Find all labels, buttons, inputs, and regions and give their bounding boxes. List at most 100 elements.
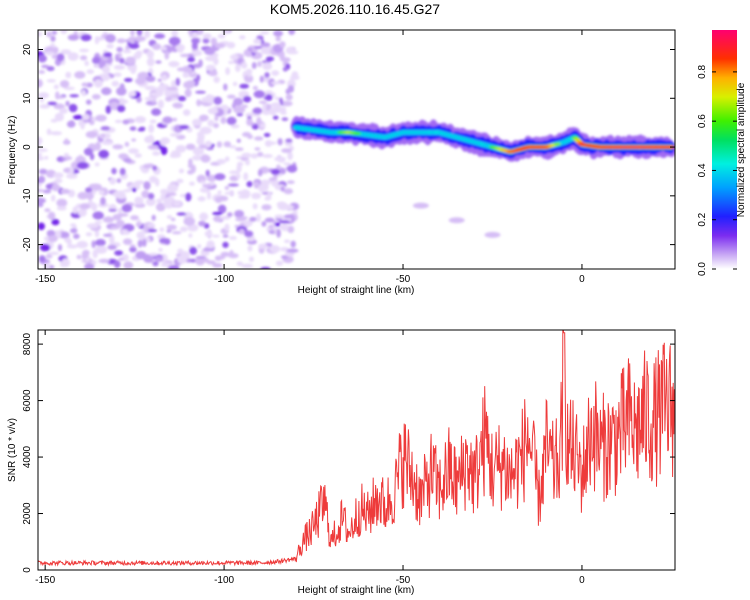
noise-blob [144,30,151,39]
x-tick-label: -50 [396,575,411,586]
noise-blob [43,51,55,55]
noise-blob [172,102,182,108]
noise-blob [147,192,155,200]
noise-blob [259,75,264,83]
snr-panel: -150 -100 -50 0 0 2000 4000 6000 8000 Height of… [7,329,676,596]
noise-blob [191,37,200,44]
noise-blob [46,79,56,83]
noise-blob [54,178,63,184]
noise-blob [283,214,295,219]
noise-blob [264,72,270,78]
noise-blob [118,97,125,102]
noise-blob [122,119,130,125]
noise-blob [82,119,92,123]
noise-blob [224,223,230,232]
noise-blob [202,33,212,39]
noise-blob [144,97,155,101]
noise-blob [134,116,146,124]
noise-blob [241,263,254,269]
noise-blob [50,131,63,136]
noise-blob [206,94,213,99]
noise-blob [86,69,95,75]
noise-blob [213,76,220,83]
noise-blob [81,82,89,87]
noise-blob [38,255,46,263]
noise-blob [260,123,266,129]
noise-blob [74,71,86,79]
noise-blob [282,66,288,72]
noise-blob [205,64,216,72]
noise-blob [236,138,241,143]
noise-blob [56,205,67,211]
noise-blob [161,74,167,81]
noise-blob [275,36,282,42]
noise-blob [159,227,165,232]
noise-blob [128,43,140,49]
noise-blob [285,88,291,95]
noise-blob [51,30,58,35]
noise-blob [128,148,139,154]
noise-blob [281,106,287,114]
noise-blob [239,35,246,40]
noise-blob [38,175,46,184]
noise-blob [152,151,161,156]
noise-blob [135,222,143,227]
noise-blob [274,96,280,100]
noise-blob [160,188,169,195]
noise-blob [282,204,294,210]
noise-blob [134,180,145,185]
bottom-plot-frame [37,329,676,571]
noise-blob [118,257,125,261]
noise-blob [44,156,49,160]
noise-blob [38,156,45,161]
noise-blob [76,254,82,260]
noise-blob [172,201,182,207]
x-tick-label: -50 [396,274,411,285]
noise-blob [94,220,103,224]
noise-blob [214,115,219,122]
noise-blob [252,85,258,91]
noise-blob [38,70,46,74]
noise-blob [223,83,228,91]
noise-blob [116,46,123,53]
noise-blob [166,192,177,196]
y-tick-label: 4000 [22,445,33,468]
noise-blob [217,204,227,214]
noise-blob [264,217,275,223]
noise-blob [70,223,77,228]
noise-blob [220,251,230,257]
noise-blob [56,198,68,208]
noise-blob [38,168,48,175]
noise-blob [199,180,206,184]
noise-blob [271,92,276,98]
noise-blob [228,145,237,149]
noise-blob [246,181,253,188]
noise-blob [207,107,219,115]
noise-blob [146,50,154,59]
noise-blob [123,158,132,163]
noise-blob [121,204,133,213]
noise-blob [204,48,216,55]
noise-blob [232,81,238,87]
x-tick-label: 0 [579,274,585,285]
noise-blob [38,188,45,193]
noise-blob [176,67,188,72]
colorbar-tick-label: 0.4 [697,163,708,177]
noise-blob [171,231,182,235]
noise-blob [38,202,44,208]
ridge-peak [354,131,361,136]
top-x-ticks: -150 -100 -50 0 [35,30,585,285]
colorbar-label: Normalized spectral amplitude [736,82,747,217]
noise-blob [160,193,166,201]
noise-blob [100,134,106,138]
noise-blob [272,174,278,181]
noise-blob [145,197,156,207]
noise-blob [207,119,215,127]
noise-blob [45,254,53,259]
noise-blob [278,97,283,104]
secondary-blob [448,217,465,224]
noise-blob [196,244,202,249]
noise-blob [258,243,268,250]
noise-blob [67,34,80,41]
